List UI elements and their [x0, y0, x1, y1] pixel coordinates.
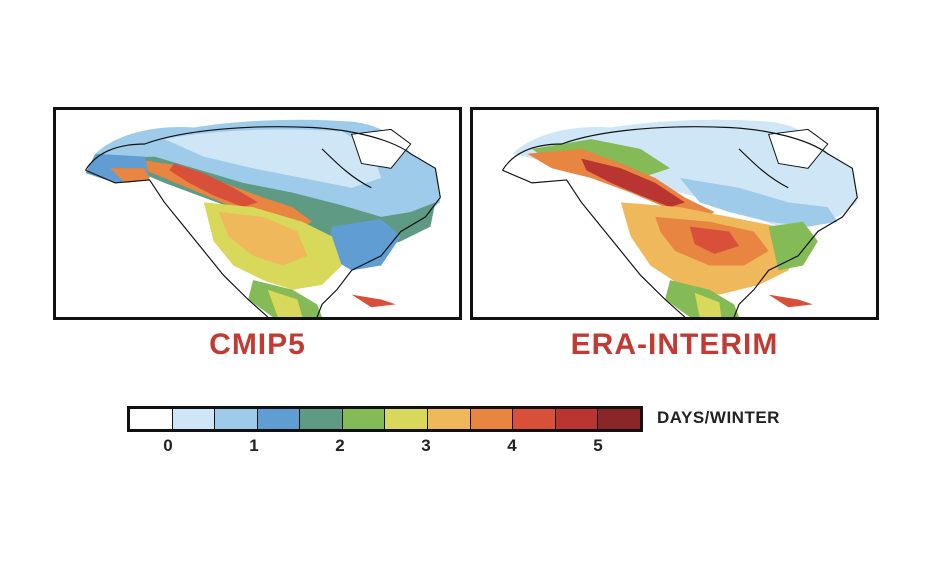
- colorbar-swatch: [257, 409, 301, 429]
- map-title-era-interim: ERA-INTERIM: [570, 328, 779, 361]
- colorbar-swatch: [215, 409, 258, 429]
- colorbar-swatch: [130, 409, 173, 429]
- colorbar-swatch: [342, 409, 386, 429]
- colorbar-tick-label: 0: [163, 436, 173, 455]
- colorbar-swatch: [428, 409, 471, 429]
- colorbar-tick-label: 4: [507, 436, 517, 455]
- map-panel-cmip5: [53, 107, 462, 320]
- north-america-map-cmip5: [85, 119, 441, 317]
- colorbar: [127, 406, 643, 432]
- map-title-cmip5: CMIP5: [209, 328, 306, 361]
- colorbar-swatch: [172, 409, 216, 429]
- colorbar-tick-label: 3: [421, 436, 431, 455]
- coastlines: [85, 126, 441, 317]
- colorbar-swatch: [385, 409, 429, 429]
- colorbar-swatch: [470, 409, 514, 429]
- coastlines: [502, 126, 858, 317]
- colorbar-swatch: [513, 409, 556, 429]
- colorbar-swatch: [555, 409, 599, 429]
- colorbar-tick-label: 1: [249, 436, 259, 455]
- era-interim-field: [512, 119, 858, 317]
- colorbar-swatch: [300, 409, 343, 429]
- colorbar-unit-label: DAYS/WINTER: [657, 408, 780, 427]
- colorbar-tick-label: 5: [593, 436, 603, 455]
- cmip5-field: [85, 119, 441, 317]
- north-america-map-era-interim: [502, 119, 858, 317]
- colorbar-swatch: [598, 409, 640, 429]
- colorbar-tick-label: 2: [335, 436, 345, 455]
- map-panel-era-interim: [470, 107, 879, 320]
